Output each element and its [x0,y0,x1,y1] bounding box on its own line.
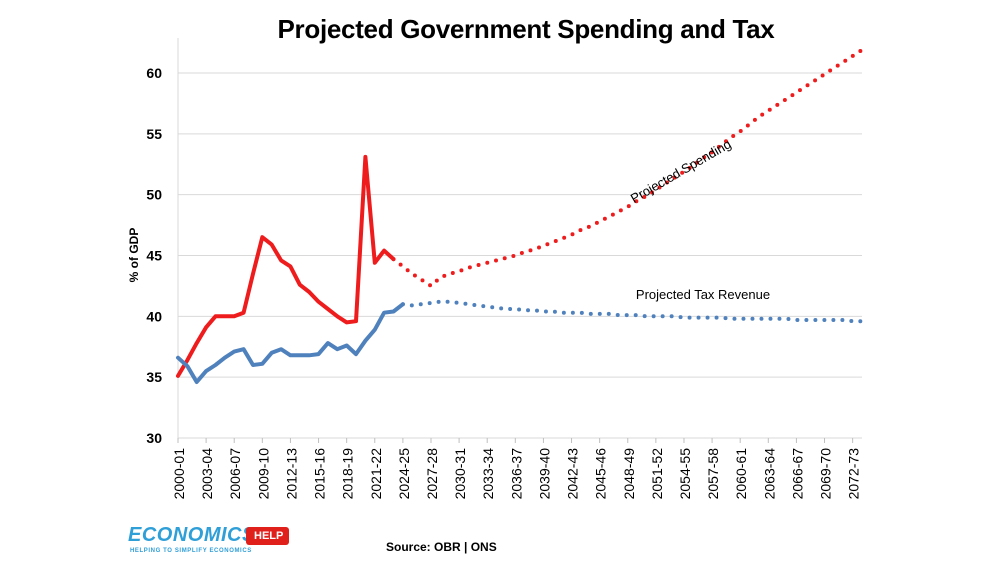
x-tick-label: 2060-61 [733,448,749,500]
y-tick-labels: 30 35 40 45 50 55 60 [146,65,162,446]
x-tick-label: 2012-13 [283,448,299,500]
series-projected-spending [391,47,864,288]
annotation-projected-tax-revenue: Projected Tax Revenue [636,287,770,302]
gridlines [178,72,862,378]
x-tick-label: 2003-04 [199,448,215,500]
economics-help-logo: ECONOMICS HELP HELPING TO SIMPLIFY ECONO… [128,524,298,560]
y-tick-label: 60 [146,65,162,81]
y-tick-label: 55 [146,126,162,142]
x-tick-label: 2069-70 [818,448,834,500]
x-tick-label: 2036-37 [508,448,524,500]
y-tick-label: 50 [146,187,162,203]
x-tick-label: 2042-43 [565,448,581,500]
x-tick-label: 2072-73 [846,448,862,500]
x-tick-label: 2018-19 [340,448,356,500]
annotation-projected-spending: Projected Spending [628,136,734,206]
axes [177,38,862,439]
series-spending-actual [176,154,396,378]
series-lines [176,47,864,384]
x-tick-label: 2063-64 [761,448,777,500]
x-tick-label: 2039-40 [536,448,552,500]
y-tick-label: 30 [146,430,162,446]
series-tax-actual [176,302,405,384]
y-tick-label: 45 [146,248,162,264]
logo-tagline: HELPING TO SIMPLIFY ECONOMICS [130,548,252,554]
x-tick-label: 2048-49 [621,448,637,500]
logo-wordmark: ECONOMICS [128,524,256,546]
x-tick-label: 2021-22 [368,448,384,500]
x-tick-label: 2045-46 [593,448,609,500]
x-tick-label: 2006-07 [227,448,243,500]
y-tick-label: 35 [146,369,162,385]
y-axis-label: % of GDP [127,228,141,283]
x-tick-label: 2057-58 [705,448,721,500]
x-tick-label: 2015-16 [312,448,328,500]
x-tick-label: 2024-25 [396,448,412,500]
chart-title: Projected Government Spending and Tax [277,14,775,44]
logo-badge: HELP [246,527,290,545]
x-tick-label: 2009-10 [255,448,271,500]
x-tick-labels: 2000-01 2003-04 2006-07 2009-10 2012-13 2015-… [171,438,862,499]
x-tick-label: 2000-01 [171,448,187,500]
x-tick-label: 2066-67 [789,448,805,500]
y-tick-label: 40 [146,308,162,324]
source-note: Source: OBR | ONS [386,540,497,554]
x-tick-label: 2033-34 [480,448,496,500]
x-tick-label: 2027-28 [424,448,440,500]
x-tick-label: 2030-31 [452,448,468,500]
x-tick-label: 2054-55 [677,448,693,500]
series-projected-tax-revenue [400,299,864,324]
x-tick-label: 2051-52 [649,448,665,500]
